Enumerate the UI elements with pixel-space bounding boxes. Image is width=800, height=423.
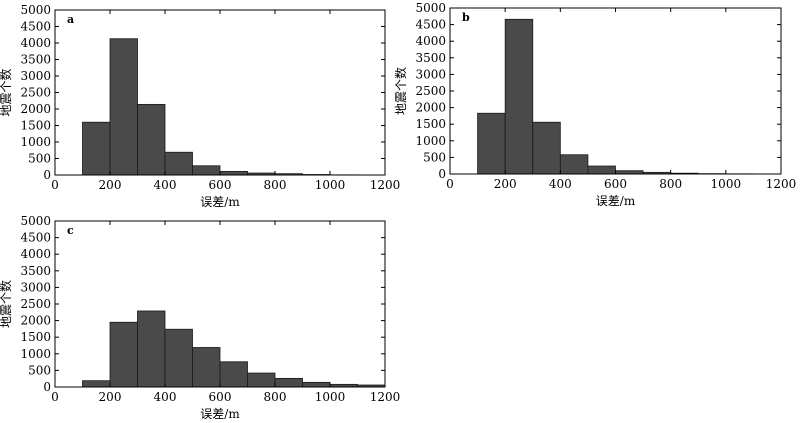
x-axis-label: 误差/m <box>596 194 636 208</box>
y-tick-label: 3500 <box>20 264 51 278</box>
x-tick-label: 1200 <box>370 178 401 192</box>
y-tick-label: 500 <box>28 363 51 377</box>
x-tick-label: 400 <box>549 177 572 191</box>
y-tick-label: 2000 <box>20 314 51 328</box>
y-tick-label: 5000 <box>415 1 446 15</box>
histogram-bar <box>302 381 331 388</box>
y-tick-label: 3000 <box>415 67 446 81</box>
y-tick-label: 2500 <box>20 86 51 100</box>
x-tick-label: 1200 <box>766 177 797 191</box>
x-tick-label: 600 <box>209 178 232 192</box>
y-tick-label: 4000 <box>20 36 51 50</box>
histogram-bar <box>587 165 616 175</box>
panel-label: a <box>67 13 74 26</box>
x-tick-label: 0 <box>51 390 59 404</box>
histogram-bar <box>219 361 248 388</box>
x-tick-label: 1000 <box>315 178 346 192</box>
histogram-bar <box>274 377 303 388</box>
x-axis-label: 误差/m <box>200 195 240 209</box>
histogram-bar <box>219 170 248 176</box>
y-axis-label: 地震个数 <box>0 280 13 328</box>
y-tick-label: 4500 <box>20 231 51 245</box>
histogram-bar <box>504 18 534 175</box>
y-tick-label: 0 <box>43 168 51 182</box>
histogram-bar <box>137 310 166 388</box>
panel-label: c <box>67 224 74 237</box>
x-tick-label: 1000 <box>711 177 742 191</box>
y-tick-label: 1000 <box>415 134 446 148</box>
histogram-bar <box>559 154 589 175</box>
y-tick-label: 5000 <box>20 214 51 228</box>
histogram-panel-a: 0 200 400 600 800 1000 12000500100015002000250… <box>0 3 400 209</box>
x-tick-label: 200 <box>494 177 517 191</box>
y-tick-label: 500 <box>423 150 446 164</box>
histogram-bar <box>164 151 193 176</box>
histogram-bar <box>247 372 276 388</box>
y-tick-label: 4000 <box>20 247 51 261</box>
y-tick-label: 3000 <box>20 69 51 83</box>
y-axis-label: 地震个数 <box>393 67 408 115</box>
y-tick-label: 0 <box>438 167 446 181</box>
histogram-bar <box>82 380 111 388</box>
x-tick-label: 400 <box>154 178 177 192</box>
x-tick-label: 0 <box>446 177 454 191</box>
histogram-bar <box>82 121 111 176</box>
x-tick-label: 600 <box>209 390 232 404</box>
y-tick-label: 2000 <box>415 101 446 115</box>
y-tick-label: 0 <box>43 380 51 394</box>
x-tick-label: 0 <box>51 178 59 192</box>
x-tick-label: 800 <box>264 178 287 192</box>
panel-label: b <box>462 11 470 24</box>
x-tick-label: 800 <box>659 177 682 191</box>
y-tick-label: 2000 <box>20 102 51 116</box>
x-axis-label: 误差/m <box>200 407 240 421</box>
y-tick-label: 1500 <box>20 330 51 344</box>
y-tick-label: 3500 <box>415 51 446 65</box>
y-tick-label: 3500 <box>20 53 51 67</box>
y-tick-label: 2500 <box>415 84 446 98</box>
histogram-bar <box>192 347 221 388</box>
y-tick-label: 1500 <box>20 119 51 133</box>
x-tick-label: 600 <box>604 177 627 191</box>
x-tick-label: 200 <box>99 390 122 404</box>
y-tick-label: 4500 <box>20 20 51 34</box>
y-tick-label: 3000 <box>20 280 51 294</box>
x-tick-label: 1000 <box>315 390 346 404</box>
y-tick-label: 4000 <box>415 34 446 48</box>
histogram-bar <box>109 38 138 176</box>
x-tick-label: 1200 <box>370 390 401 404</box>
histogram-bar <box>477 112 506 175</box>
histogram-panel-b: 0 200 400 600 800 1000 12000500100015002000250… <box>393 1 796 208</box>
histogram-bar <box>109 321 138 388</box>
y-tick-label: 1000 <box>20 347 51 361</box>
y-tick-label: 1500 <box>415 117 446 131</box>
histogram-bar <box>532 121 561 175</box>
histogram-panel-c: 0 200 400 600 800 1000 12000500100015002000250… <box>0 214 400 421</box>
y-tick-label: 500 <box>28 152 51 166</box>
y-tick-label: 4500 <box>415 18 446 32</box>
y-tick-label: 2500 <box>20 297 51 311</box>
y-tick-label: 1000 <box>20 135 51 149</box>
y-tick-label: 5000 <box>20 3 51 17</box>
y-axis-label: 地震个数 <box>0 68 13 116</box>
x-tick-label: 200 <box>99 178 122 192</box>
x-tick-label: 400 <box>154 390 177 404</box>
x-tick-label: 800 <box>264 390 287 404</box>
histogram-bar <box>164 328 193 388</box>
histogram-bar <box>192 165 221 176</box>
histogram-bar <box>137 103 166 176</box>
